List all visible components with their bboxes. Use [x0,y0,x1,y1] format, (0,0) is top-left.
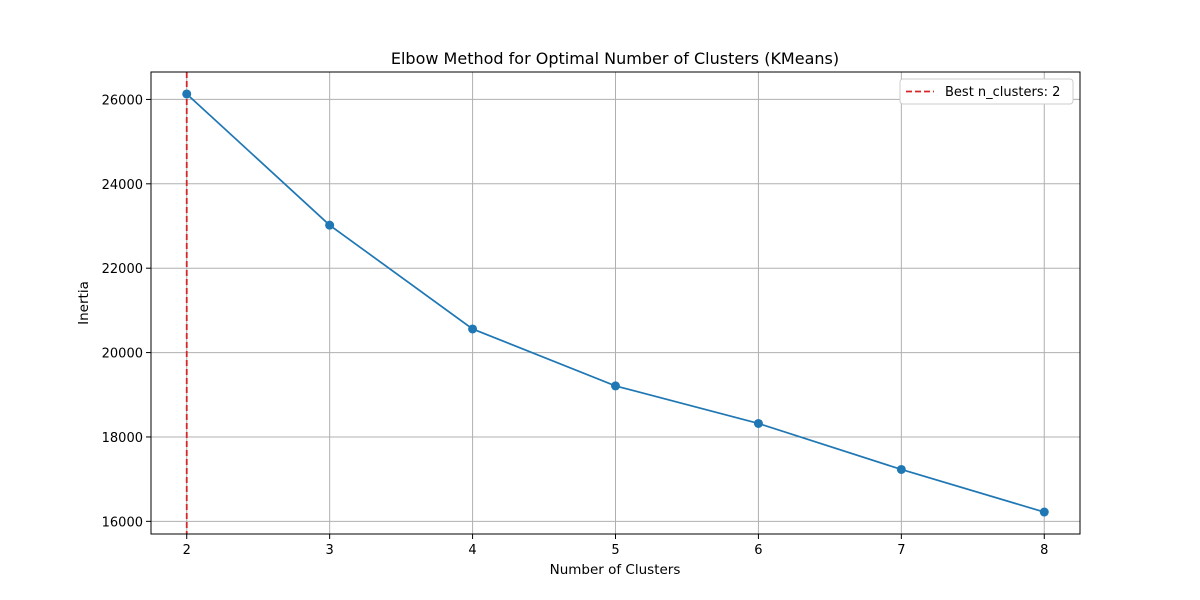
y-axis-label: Inertia [76,281,92,325]
legend-label-reference-line: Best n_clusters: 2 [945,85,1060,100]
data-point [468,324,478,334]
y-tick-label: 22000 [102,262,143,277]
x-tick-label: 7 [897,543,905,558]
x-tick-label: 5 [611,543,619,558]
series-layer [182,89,1049,517]
y-tick-label: 18000 [102,431,143,446]
data-point [753,418,763,428]
data-point [325,220,335,230]
y-tick-label: 24000 [102,178,143,193]
data-point [1039,507,1049,517]
x-tick-label: 2 [183,543,191,558]
y-tick-label: 16000 [102,515,143,530]
data-point [611,381,620,391]
x-tick-label: 8 [1040,543,1048,558]
legend: Best n_clusters: 2 [899,78,1074,105]
legend-box [899,78,1074,105]
grid [151,72,1080,534]
x-axis-label: Number of Clusters [550,562,681,578]
y-tick-label: 20000 [102,347,143,362]
chart-title: Elbow Method for Optimal Number of Clust… [391,49,839,68]
axis-ticks: 2 3 4 5 6 7 8 16000 18000 20000 22000 24000 26000 [102,93,1049,558]
x-tick-label: 4 [468,543,476,558]
y-tick-label: 26000 [102,93,143,108]
data-point [182,89,192,99]
x-tick-label: 6 [754,543,762,558]
x-tick-label: 3 [326,543,334,558]
data-point [896,464,906,474]
